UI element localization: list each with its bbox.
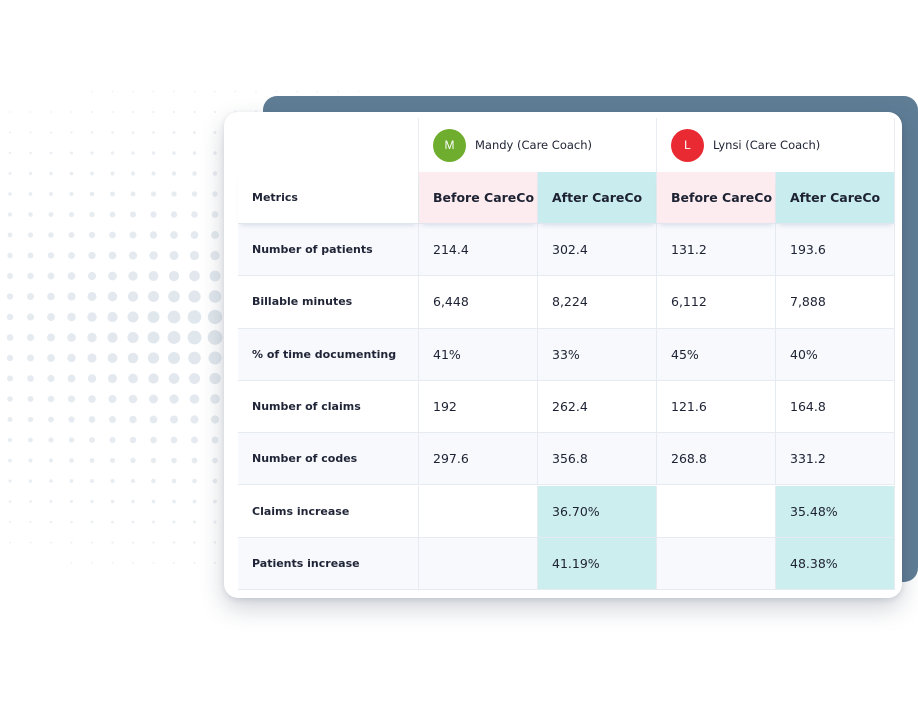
- table-cell: 7,888: [776, 276, 895, 329]
- table-cell: 8,224: [538, 276, 657, 329]
- table-cell: [419, 537, 538, 591]
- table-cell: 45%: [657, 328, 776, 381]
- row-label: % of time documenting: [238, 328, 419, 381]
- table-cell: 35.48%: [776, 485, 895, 538]
- table-cell: 41.19%: [538, 537, 657, 591]
- table-cell: 262.4: [538, 380, 657, 434]
- table-cell: 164.8: [776, 380, 895, 434]
- coach-name-mandy: Mandy (Care Coach): [475, 138, 592, 152]
- table-cell: [419, 485, 538, 538]
- table-cell: 192: [419, 380, 538, 434]
- metrics-header: Metrics: [238, 172, 419, 224]
- row-label: Billable minutes: [238, 276, 419, 329]
- row-label: Claims increase: [238, 485, 419, 538]
- after-careco-header: After CareCo: [538, 172, 657, 224]
- table-cell: 331.2: [776, 433, 895, 486]
- table-cell: 48.38%: [776, 537, 895, 591]
- coach-header-lynsi: L Lynsi (Care Coach): [657, 118, 895, 172]
- table-cell: 121.6: [657, 380, 776, 434]
- comparison-table: M Mandy (Care Coach) L Lynsi (Care Coach…: [238, 118, 895, 591]
- table-cell: 302.4: [538, 224, 657, 277]
- table-cell: 36.70%: [538, 485, 657, 538]
- row-label: Number of claims: [238, 380, 419, 434]
- before-careco-header: Before CareCo: [657, 172, 776, 224]
- after-careco-header: After CareCo: [776, 172, 895, 224]
- coach-name-lynsi: Lynsi (Care Coach): [713, 138, 821, 152]
- table-cell: 214.4: [419, 224, 538, 277]
- table-cell: 40%: [776, 328, 895, 381]
- row-label: Patients increase: [238, 537, 419, 591]
- table-cell: 297.6: [419, 433, 538, 486]
- table-cell: 6,112: [657, 276, 776, 329]
- avatar-mandy: M: [433, 128, 466, 162]
- coach-header-mandy: M Mandy (Care Coach): [419, 118, 657, 172]
- table-cell: 41%: [419, 328, 538, 381]
- table-cell: 131.2: [657, 224, 776, 277]
- table-cell: 268.8: [657, 433, 776, 486]
- row-label: Number of codes: [238, 433, 419, 486]
- table-cell: 33%: [538, 328, 657, 381]
- table-cell: [657, 485, 776, 538]
- before-careco-header: Before CareCo: [419, 172, 538, 224]
- table-cell: 6,448: [419, 276, 538, 329]
- table-cell: [657, 537, 776, 591]
- comparison-card: M Mandy (Care Coach) L Lynsi (Care Coach…: [224, 112, 902, 598]
- table-cell: 193.6: [776, 224, 895, 277]
- table-corner: [238, 118, 419, 172]
- table-cell: 356.8: [538, 433, 657, 486]
- row-label: Number of patients: [238, 224, 419, 277]
- avatar-lynsi: L: [671, 128, 704, 162]
